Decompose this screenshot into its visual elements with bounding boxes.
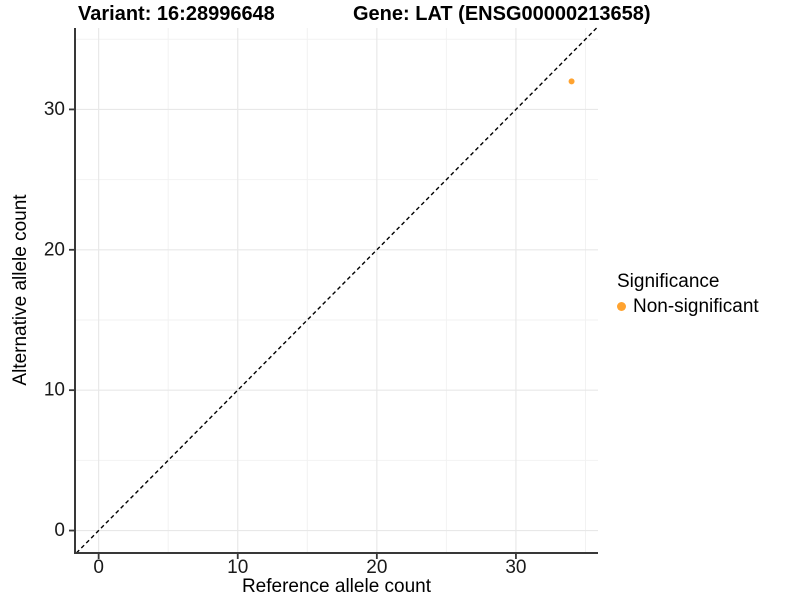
x-tick-label: 20	[366, 557, 387, 578]
plot-title-variant: Variant: 16:28996648	[78, 3, 275, 25]
y-tick-label: 20	[44, 239, 65, 260]
y-axis-label: Alternative allele count	[10, 194, 31, 386]
x-axis-label: Reference allele count	[241, 576, 432, 597]
y-tick-label: 30	[44, 99, 65, 120]
legend: Significance Non-significant	[617, 270, 759, 318]
x-tick-label: 0	[93, 557, 104, 578]
legend-item: Non-significant	[617, 295, 759, 318]
plot-title-gene: Gene: LAT (ENSG00000213658)	[353, 3, 651, 25]
legend-point-icon	[617, 302, 626, 311]
legend-item-label: Non-significant	[633, 296, 759, 317]
data-point	[568, 78, 575, 85]
y-tick-label: 10	[44, 380, 65, 401]
y-tick-label: 0	[54, 520, 65, 541]
identity-line	[75, 27, 598, 554]
x-tick-label: 10	[227, 557, 248, 578]
legend-title: Significance	[617, 271, 720, 292]
x-tick-label: 30	[505, 557, 526, 578]
